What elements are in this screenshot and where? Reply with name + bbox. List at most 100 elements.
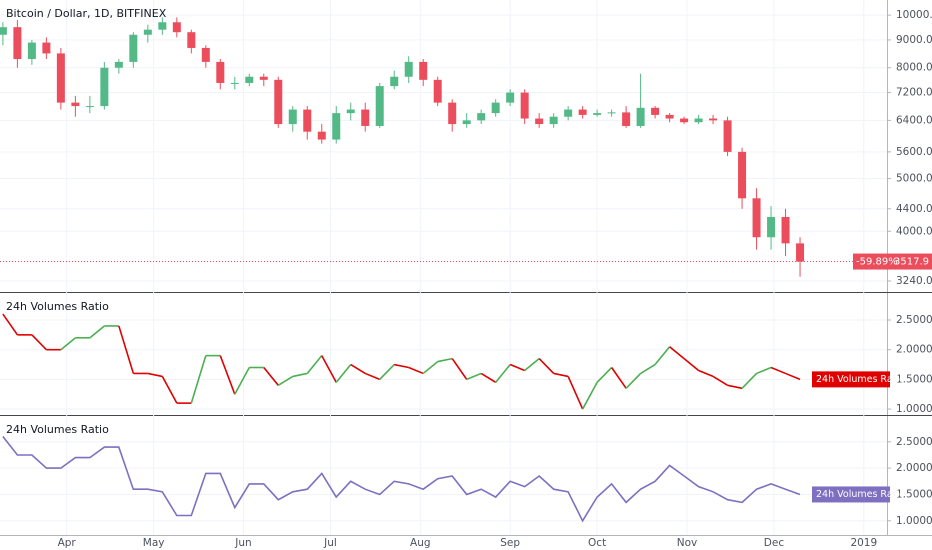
line-segment bbox=[683, 357, 700, 372]
candle-body bbox=[346, 109, 355, 114]
line-segment bbox=[408, 366, 424, 375]
candle-body bbox=[230, 82, 239, 84]
line-segment bbox=[567, 376, 584, 410]
line-segment bbox=[234, 367, 250, 395]
line-segment bbox=[437, 357, 453, 363]
line-segment bbox=[712, 375, 728, 386]
line-segment bbox=[640, 363, 656, 375]
line-segment bbox=[2, 313, 19, 336]
candle-body bbox=[520, 92, 529, 119]
candle-body bbox=[622, 112, 631, 126]
line-segment bbox=[335, 364, 352, 383]
line-segment bbox=[654, 346, 671, 366]
candle-body bbox=[42, 42, 51, 54]
line-segment bbox=[625, 372, 642, 389]
y-tick-label: 7200.0 bbox=[896, 87, 932, 99]
candle-body bbox=[709, 118, 718, 121]
line-segment bbox=[263, 367, 279, 386]
candle-body bbox=[767, 216, 776, 238]
candle-body bbox=[651, 107, 660, 115]
y-tick-label: 1.0000 bbox=[896, 403, 932, 415]
line-segment bbox=[219, 355, 236, 395]
line-segment bbox=[596, 366, 613, 383]
line-segment bbox=[394, 363, 409, 369]
candle-body bbox=[375, 86, 384, 126]
line-segment bbox=[727, 384, 743, 390]
line-series bbox=[2, 436, 801, 523]
line-segment bbox=[741, 372, 758, 389]
candle-body bbox=[491, 102, 500, 114]
line-segment bbox=[785, 372, 801, 381]
line-segment bbox=[451, 358, 468, 380]
candle-body bbox=[0, 27, 7, 35]
candle-body bbox=[187, 32, 196, 48]
y-tick-label: 1.0000 bbox=[896, 515, 932, 527]
x-tick-label: Apr bbox=[58, 537, 77, 549]
y-tick-label: 5600.0 bbox=[896, 146, 932, 158]
candle-body bbox=[158, 22, 167, 30]
candle-body bbox=[549, 116, 558, 125]
candle-body bbox=[665, 114, 674, 119]
candle-body bbox=[216, 61, 225, 83]
candle-body bbox=[738, 151, 747, 199]
y-tick-label: 2.5000 bbox=[896, 436, 932, 448]
line-segment bbox=[190, 355, 207, 404]
x-tick-label: Jul bbox=[323, 537, 337, 549]
candle-body bbox=[201, 47, 210, 62]
line-segment bbox=[495, 364, 511, 383]
candle-body bbox=[85, 106, 94, 108]
series-tag bbox=[812, 486, 890, 503]
y-tick-label: 1.5000 bbox=[896, 488, 932, 500]
candle-body bbox=[433, 79, 442, 103]
candle-body bbox=[578, 109, 587, 115]
candle-body bbox=[56, 53, 65, 103]
y-tick-label: 8000.0 bbox=[896, 62, 932, 74]
line-segment bbox=[147, 372, 163, 378]
candle-body bbox=[535, 118, 544, 125]
price-label: 3517.9 bbox=[894, 257, 929, 268]
candle-body bbox=[390, 76, 399, 87]
y-tick-label: 5000.0 bbox=[896, 173, 932, 185]
candle-body bbox=[796, 243, 805, 262]
candle-body bbox=[129, 34, 138, 62]
candle-body bbox=[752, 198, 761, 238]
candle-body bbox=[564, 109, 573, 117]
candle-body bbox=[172, 22, 181, 33]
candle-body bbox=[506, 92, 515, 103]
line-segment bbox=[466, 372, 482, 381]
candle-body bbox=[607, 112, 616, 114]
line-segment bbox=[31, 334, 47, 351]
candle-body bbox=[114, 61, 123, 68]
y-tick-label: 2.0000 bbox=[896, 344, 932, 356]
line-segment bbox=[118, 325, 135, 374]
candle-body bbox=[636, 107, 645, 126]
x-tick-label: Aug bbox=[410, 537, 431, 549]
line-segment bbox=[350, 363, 366, 375]
pane-title: 24h Volumes Ratio bbox=[6, 300, 109, 313]
line-segment bbox=[524, 357, 540, 372]
y-tick-label: 2.5000 bbox=[896, 314, 932, 326]
series-tag-label: 24h Volumes Ratio bbox=[816, 374, 905, 385]
line-segment bbox=[756, 366, 772, 375]
line-segment bbox=[292, 372, 308, 378]
line-segment bbox=[306, 355, 323, 374]
y-tick-label: 6400.0 bbox=[896, 114, 932, 126]
candle-body bbox=[723, 120, 732, 152]
candle-body bbox=[462, 120, 471, 125]
x-tick-label: Jun bbox=[234, 537, 251, 549]
x-tick-label: 2019 bbox=[850, 537, 877, 549]
candle-body bbox=[477, 113, 486, 121]
line-segment bbox=[538, 358, 555, 375]
candle-body bbox=[593, 113, 602, 115]
candle-body bbox=[404, 61, 413, 77]
x-tick-label: Nov bbox=[677, 537, 698, 549]
line-segment bbox=[379, 363, 395, 380]
y-tick-label: 10000.0 bbox=[896, 9, 932, 21]
y-tick-label: 9000.0 bbox=[896, 34, 932, 46]
x-tick-label: Oct bbox=[588, 537, 606, 549]
candle-body bbox=[361, 109, 370, 126]
line-segment bbox=[321, 355, 337, 383]
candle-body bbox=[274, 79, 283, 125]
line-segment bbox=[480, 372, 497, 384]
